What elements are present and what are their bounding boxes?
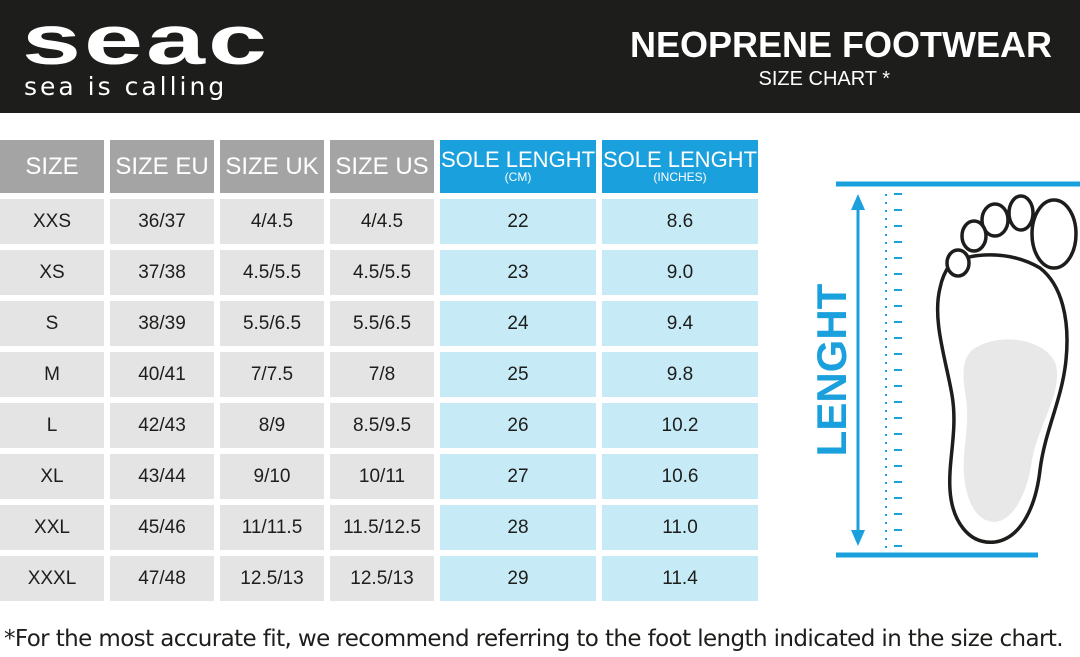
- column-header-label: SIZE UK: [225, 152, 319, 180]
- table-cell-sole-length-cm: 28: [440, 505, 596, 550]
- seac-logo: seac: [22, 14, 270, 70]
- table-cell-size-eu: 36/37: [110, 199, 214, 244]
- column-header-sole-length-inches: SOLE LENGHT (INCHES): [602, 140, 758, 193]
- table-cell-size-us: 5.5/6.5: [330, 301, 434, 346]
- table-cell-sole-length-cm: 24: [440, 301, 596, 346]
- table-cell-sole-length-inches: 9.8: [602, 352, 758, 397]
- foot-arch-shading: [963, 339, 1058, 522]
- foot-outline-icon: [935, 194, 1078, 544]
- table-cell-size-us: 12.5/13: [330, 556, 434, 601]
- table-cell-size: M: [0, 352, 104, 397]
- length-arrow-up-icon: [851, 194, 865, 210]
- table-cell-size-uk: 8/9: [220, 403, 324, 448]
- column-header-unit: (INCHES): [653, 170, 707, 184]
- column-header-label: SOLE LENGHT: [440, 147, 596, 172]
- table-cell-size-uk: 9/10: [220, 454, 324, 499]
- table-cell-sole-length-inches: 10.2: [602, 403, 758, 448]
- table-cell-size: XXXL: [0, 556, 104, 601]
- toe-2: [1007, 194, 1035, 232]
- column-header-label: SIZE US: [335, 152, 429, 180]
- column-header-size-eu: SIZE EU: [110, 140, 214, 193]
- table-cell-size: XL: [0, 454, 104, 499]
- page-title: NEOPRENE FOOTWEAR: [629, 24, 1052, 65]
- column-header-size-uk: SIZE UK: [220, 140, 324, 193]
- column-header-label: SIZE EU: [115, 152, 209, 180]
- table-cell-size: XS: [0, 250, 104, 295]
- table-cell-size-eu: 43/44: [110, 454, 214, 499]
- table-cell-sole-length-cm: 25: [440, 352, 596, 397]
- toe-5: [945, 248, 971, 278]
- table-cell-size-us: 4/4.5: [330, 199, 434, 244]
- table-cell-size-uk: 11/11.5: [220, 505, 324, 550]
- table-cell-sole-length-inches: 10.6: [602, 454, 758, 499]
- table-cell-sole-length-inches: 11.0: [602, 505, 758, 550]
- table-cell-size-us: 4.5/5.5: [330, 250, 434, 295]
- table-cell-sole-length-inches: 8.6: [602, 199, 758, 244]
- column-header-size-us: SIZE US: [330, 140, 434, 193]
- length-arrow-down-icon: [851, 530, 865, 546]
- table-cell-size-uk: 5.5/6.5: [220, 301, 324, 346]
- table-cell-sole-length-inches: 11.4: [602, 556, 758, 601]
- brand-tagline: sea is calling: [24, 72, 228, 101]
- table-cell-size-uk: 7/7.5: [220, 352, 324, 397]
- length-label: LENGHT: [808, 283, 855, 456]
- table-cell-sole-length-cm: 26: [440, 403, 596, 448]
- table-cell-size: XXL: [0, 505, 104, 550]
- table-cell-sole-length-inches: 9.0: [602, 250, 758, 295]
- big-toe: [1030, 198, 1078, 270]
- column-header-size: SIZE: [0, 140, 104, 193]
- header-banner: seac sea is calling NEOPRENE FOOTWEAR SI…: [0, 0, 1080, 113]
- column-header-sole-length-cm: SOLE LENGHT (CM): [440, 140, 596, 193]
- table-cell-size: XXS: [0, 199, 104, 244]
- table-cell-size-eu: 38/39: [110, 301, 214, 346]
- table-cell-sole-length-cm: 22: [440, 199, 596, 244]
- table-cell-size-uk: 4.5/5.5: [220, 250, 324, 295]
- table-cell-sole-length-inches: 9.4: [602, 301, 758, 346]
- toe-3: [980, 202, 1010, 238]
- table-cell-size-eu: 40/41: [110, 352, 214, 397]
- table-cell-size-eu: 37/38: [110, 250, 214, 295]
- ruler-ticks: [885, 193, 902, 550]
- toe-4: [960, 219, 988, 253]
- table-cell-size-eu: 47/48: [110, 556, 214, 601]
- table-cell-sole-length-cm: 23: [440, 250, 596, 295]
- column-header-label: SOLE LENGHT: [602, 147, 758, 172]
- table-cell-size-us: 8.5/9.5: [330, 403, 434, 448]
- table-cell-size-us: 7/8: [330, 352, 434, 397]
- table-cell-size-uk: 4/4.5: [220, 199, 324, 244]
- table-cell-size-uk: 12.5/13: [220, 556, 324, 601]
- table-cell-size: S: [0, 301, 104, 346]
- table-cell-sole-length-cm: 29: [440, 556, 596, 601]
- brand-logo-text: seac: [22, 14, 270, 70]
- table-cell-size-eu: 42/43: [110, 403, 214, 448]
- page-subtitle: SIZE CHART *: [758, 68, 890, 90]
- footnote: *For the most accurate fit, we recommend…: [4, 626, 1064, 652]
- table-cell-size-us: 10/11: [330, 454, 434, 499]
- table-cell-size: L: [0, 403, 104, 448]
- column-header-unit: (CM): [504, 170, 532, 184]
- column-header-label: SIZE: [25, 152, 79, 180]
- table-cell-sole-length-cm: 27: [440, 454, 596, 499]
- foot-length-diagram: LENGHT: [808, 181, 1080, 558]
- table-cell-size-eu: 45/46: [110, 505, 214, 550]
- table-cell-size-us: 11.5/12.5: [330, 505, 434, 550]
